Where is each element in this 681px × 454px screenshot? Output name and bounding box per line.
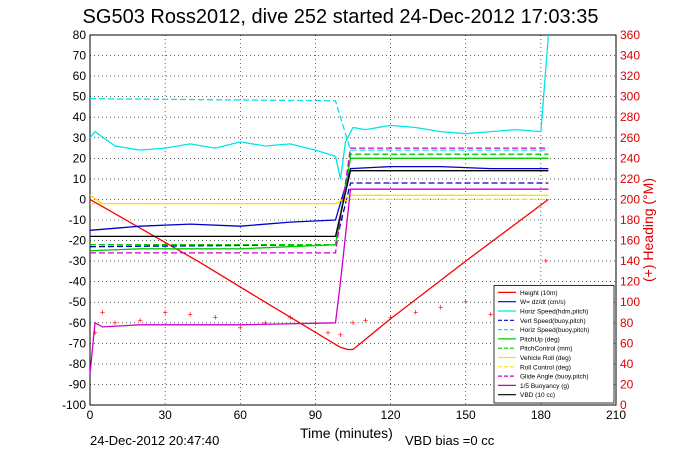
- y-tick-label: 70: [73, 49, 87, 63]
- legend-box: [493, 284, 615, 404]
- heading-marker: +: [213, 313, 218, 323]
- x-axis-label: Time (minutes): [300, 425, 393, 441]
- heading-marker: +: [463, 297, 468, 307]
- series-line: [89, 165, 549, 231]
- y-tick-label: -90: [69, 377, 87, 391]
- heading-marker: +: [413, 308, 418, 318]
- y-right-tick-label: 340: [620, 49, 640, 63]
- y-right-tick-label: 320: [620, 69, 640, 83]
- legend: Height (10m) W= dz/dt (cm/s) Horiz Speed(h…: [493, 284, 615, 404]
- heading-marker: +: [438, 302, 443, 312]
- y-tick-label: -100: [62, 398, 86, 412]
- y-tick-label: -10: [69, 213, 87, 227]
- chart-title: SG503 Ross2012, dive 252 started 24-Dec-…: [82, 6, 599, 28]
- y-right-tick-label: 300: [620, 90, 640, 104]
- footer-vbd-bias: VBD bias =0 cc: [405, 433, 495, 448]
- y-axis-right-label: (+) Heading (°M): [640, 177, 656, 283]
- series-line: [89, 182, 549, 248]
- y-right-tick-label: 80: [620, 316, 634, 330]
- heading-marker: +: [325, 328, 330, 338]
- x-tick-label: 180: [531, 408, 551, 422]
- y-tick-label: -60: [69, 316, 87, 330]
- x-tick-label: 120: [381, 408, 401, 422]
- heading-marker: +: [100, 308, 105, 318]
- heading-marker: +: [188, 310, 193, 320]
- y-right-tick-label: 260: [620, 131, 640, 145]
- y-right-tick-label: 0: [620, 398, 627, 412]
- y-tick-label: -70: [69, 336, 87, 350]
- heading-marker: +: [112, 318, 117, 328]
- series-line: [89, 198, 549, 351]
- y-right-tick-label: 60: [620, 336, 634, 350]
- y-tick-label: 50: [73, 90, 87, 104]
- legend-label: W= dz/dt (cm/s): [520, 299, 566, 306]
- series-line: [90, 170, 549, 238]
- y-right-tick-label: 240: [620, 151, 640, 165]
- footer-date: 24-Dec-2012 20:47:40: [90, 433, 220, 448]
- heading-marker: +: [350, 318, 355, 328]
- x-tick-label: 60: [234, 408, 248, 422]
- y-tick-label: 0: [79, 192, 86, 206]
- y-right-tick-label: 40: [620, 357, 634, 371]
- heading-marker: +: [288, 313, 293, 323]
- heading-marker: +: [163, 308, 168, 318]
- x-tick-label: 150: [456, 408, 476, 422]
- y-right-tick-label: 360: [620, 28, 640, 42]
- series-line: [89, 188, 549, 375]
- y-tick-label: 60: [73, 69, 87, 83]
- y-right-tick-label: 160: [620, 234, 640, 248]
- y-tick-label: 80: [73, 28, 87, 42]
- legend-label: PitchControl (mm): [520, 346, 572, 353]
- series-line: [90, 147, 549, 254]
- y-tick-label: 10: [73, 172, 87, 186]
- y-tick-label: 40: [73, 110, 87, 124]
- y-right-tick-label: 220: [620, 172, 640, 186]
- legend-label: Height (10m): [520, 290, 558, 297]
- heading-marker: +: [238, 323, 243, 333]
- y-right-tick-label: 140: [620, 254, 640, 268]
- heading-marker: +: [313, 318, 318, 328]
- x-tick-label: 0: [87, 408, 94, 422]
- legend-label: Horiz Speed(buoy,pitch): [520, 327, 589, 334]
- y-right-tick-label: 100: [620, 295, 640, 309]
- y-right-tick-label: 20: [620, 377, 634, 391]
- y-tick-label: -50: [69, 295, 87, 309]
- heading-marker: +: [338, 330, 343, 340]
- heading-marker: +: [263, 318, 268, 328]
- legend-label: Horiz Speed(hdm,pitch): [520, 309, 588, 316]
- y-right-tick-label: 280: [620, 110, 640, 124]
- x-tick-label: 210: [606, 408, 626, 422]
- series-line: [89, 157, 549, 252]
- heading-marker: +: [137, 316, 142, 326]
- y-tick-label: -20: [69, 234, 87, 248]
- y-tick-label: 20: [73, 151, 87, 165]
- heading-marker: +: [363, 316, 368, 326]
- heading-marker: +: [388, 313, 393, 323]
- heading-marker: +: [543, 256, 548, 266]
- legend-label: VBD (10 cc): [520, 392, 555, 399]
- y-tick-label: -40: [69, 275, 87, 289]
- legend-label: Vehicle Roll (deg): [520, 355, 571, 362]
- legend-label: 1/5 Buoyancy (g): [520, 383, 569, 390]
- series-lines: +++++++++++++++++++++++: [89, 34, 550, 375]
- y-right-tick-label: 120: [620, 275, 640, 289]
- legend-label: PitchUp (deg): [520, 336, 560, 343]
- axis-ticks: 0 30 60 90 120 150 180 210-100-90-80-70-60-50-4…: [62, 28, 640, 422]
- y-right-tick-label: 200: [620, 192, 640, 206]
- series-line: [89, 34, 550, 180]
- y-tick-label: 30: [73, 131, 87, 145]
- legend-label: Vert Speed(buoy,pitch): [520, 318, 586, 325]
- legend-label: Roll Control (deg): [520, 364, 571, 371]
- heading-marker: +: [488, 310, 493, 320]
- y-right-tick-label: 180: [620, 213, 640, 227]
- series-line: [89, 98, 549, 151]
- y-tick-label: -80: [69, 357, 87, 371]
- heading-marker: +: [92, 328, 97, 338]
- x-tick-label: 90: [309, 408, 323, 422]
- legend-label: Glide Angle (buoy,pitch): [520, 374, 589, 381]
- x-tick-label: 30: [158, 408, 172, 422]
- y-tick-label: -30: [69, 254, 87, 268]
